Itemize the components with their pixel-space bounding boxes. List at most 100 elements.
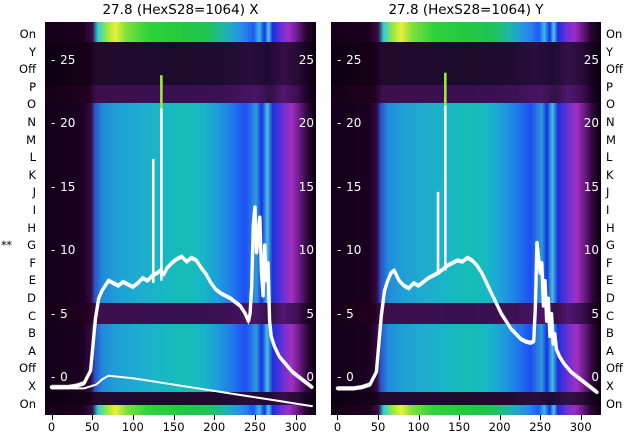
heatmap-band-dark-1 — [45, 42, 316, 86]
y-tick-label-25-in-r: 25 — [583, 53, 599, 68]
y-tick-label-5-in-r: 5 — [591, 306, 599, 321]
category-label-a-18: A — [606, 343, 614, 358]
category-label-k-8: K — [606, 167, 614, 182]
category-label-off-2: Off — [606, 62, 623, 77]
category-label-g-12: G — [27, 238, 36, 253]
heatmap-band-cyan-3 — [45, 103, 316, 304]
y-tick-label-5-in-l: - 5 — [51, 306, 68, 321]
heatmap-band-dark-1 — [331, 42, 601, 86]
x-tick-mark-50 — [92, 415, 94, 420]
y-tick-label-25-in-l: - 25 — [51, 53, 76, 68]
category-label-n-5: N — [606, 115, 615, 129]
y-tick-label-15-in-l: - 15 — [51, 179, 76, 194]
heatmap-panel-y[interactable]: - 0 0 - 5 5 - 10 10 - 15 15 - 20 20 - 25 25 — [331, 22, 601, 415]
heatmap-panel-x[interactable]: - 0 0 - 5 5 - 10 10 - 15 15 - 20 20 - 25 25 — [45, 22, 316, 415]
panel-title-x: 27.8 (HexS28=1064) X — [102, 2, 259, 18]
category-marker-star: ** — [1, 238, 12, 253]
category-label-y-1: Y — [28, 44, 36, 59]
category-label-a-18: A — [28, 343, 36, 358]
x-tick-label-200: 200 — [488, 420, 511, 434]
category-label-j-9: J — [32, 185, 36, 200]
x-tick-label-250: 250 — [243, 420, 266, 434]
y-tick-label-0-in-l: - 0 — [337, 369, 354, 384]
category-label-d-15: D — [606, 291, 615, 305]
category-label-k-8: K — [28, 167, 36, 182]
y-tick-label-15-in-l: - 15 — [337, 179, 362, 194]
category-label-m-6: M — [26, 132, 36, 147]
x-axis-panel-y: 0 50 100 150 200 250 300 — [331, 415, 601, 440]
category-label-c-16: C — [606, 308, 615, 323]
category-label-j-9: J — [606, 185, 610, 200]
category-label-off-19: Off — [606, 361, 623, 376]
y-tick-label-5-in-r: 5 — [306, 306, 314, 321]
category-label-h-11: H — [606, 220, 615, 235]
category-label-d-15: D — [27, 291, 36, 305]
y-tick-label-20-in-r: 20 — [298, 116, 314, 131]
category-label-b-17: B — [606, 326, 614, 341]
category-label-e-14: E — [28, 273, 36, 288]
category-axis-right: On Y Off P O N M L K J I H G F E D C B A Off X On — [600, 0, 640, 440]
x-tick-mark-50 — [378, 415, 380, 420]
category-label-c-16: C — [27, 308, 36, 323]
y-tick-label-20-in-l: - 20 — [51, 116, 76, 131]
category-label-x-20: X — [28, 379, 36, 393]
x-tick-label-0: 0 — [47, 420, 56, 434]
y-tick-label-0-in-l: - 0 — [51, 369, 68, 384]
category-label-on-21: On — [606, 396, 623, 411]
x-tick-label-150: 150 — [162, 420, 185, 434]
y-tick-label-0-in-r: 0 — [591, 369, 599, 384]
y-tick-label-0-in-r: 0 — [306, 369, 314, 384]
y-tick-label-20-in-l: - 20 — [337, 116, 362, 131]
x-tick-mark-100 — [418, 415, 420, 420]
y-tick-label-15-in-r: 15 — [583, 179, 599, 194]
category-label-y-1: Y — [606, 44, 614, 59]
trace-main-trace-replica-1 — [337, 244, 598, 395]
x-tick-label-150: 150 — [448, 420, 471, 434]
trace-main-trace — [49, 205, 314, 389]
y-tick-label-20-in-r: 20 — [583, 116, 599, 131]
y-tick-label-5-in-l: - 5 — [337, 306, 354, 321]
y-tick-label-10-in-l: - 10 — [51, 243, 76, 258]
y-tick-label-10-in-l: - 10 — [337, 243, 362, 258]
x-tick-mark-200 — [499, 415, 501, 420]
y-tick-label-25-in-l: - 25 — [337, 53, 362, 68]
trace-main-trace-replica-1 — [51, 208, 313, 390]
heatmap-band-bright-7 — [45, 404, 316, 415]
category-label-on-0: On — [606, 27, 623, 41]
y-tick-label-10-in-r: 10 — [298, 243, 314, 258]
x-tick-mark-0 — [51, 415, 53, 420]
category-label-i-10: I — [32, 203, 36, 217]
trace-baseline-trace — [50, 374, 313, 408]
trace-main-trace-replica-0 — [337, 240, 598, 392]
heatmap-band-bright-0 — [331, 22, 601, 43]
category-label-f-13: F — [606, 255, 613, 270]
x-axis-panel-x: 0 50 100 150 200 250 300 — [45, 415, 316, 440]
y-tick-label-25-in-r: 25 — [298, 53, 314, 68]
category-label-o-4: O — [26, 97, 36, 112]
x-tick-mark-0 — [337, 415, 339, 420]
category-label-off-19: Off — [19, 361, 36, 376]
heatmap-band-dark-6 — [331, 392, 601, 405]
x-tick-label-100: 100 — [121, 420, 144, 434]
x-tick-mark-250 — [254, 415, 256, 420]
category-label-p-3: P — [29, 79, 36, 94]
x-tick-label-0: 0 — [333, 420, 342, 434]
category-label-g-12: G — [606, 238, 615, 253]
category-label-f-13: F — [29, 255, 36, 270]
y-tick-label-15-in-r: 15 — [298, 179, 314, 194]
x-tick-mark-300 — [295, 415, 297, 420]
x-tick-label-300: 300 — [284, 420, 307, 434]
x-tick-label-300: 300 — [569, 420, 592, 434]
x-tick-label-200: 200 — [203, 420, 226, 434]
category-label-p-3: P — [606, 79, 613, 94]
x-tick-label-50: 50 — [84, 420, 100, 434]
category-label-n-5: N — [27, 115, 36, 129]
trace-overlay — [49, 75, 314, 408]
category-label-l-7: L — [29, 150, 36, 165]
category-label-o-4: O — [606, 97, 616, 112]
x-tick-mark-200 — [214, 415, 216, 420]
x-tick-label-250: 250 — [529, 420, 552, 434]
x-tick-mark-250 — [540, 415, 542, 420]
category-label-m-6: M — [606, 132, 616, 147]
